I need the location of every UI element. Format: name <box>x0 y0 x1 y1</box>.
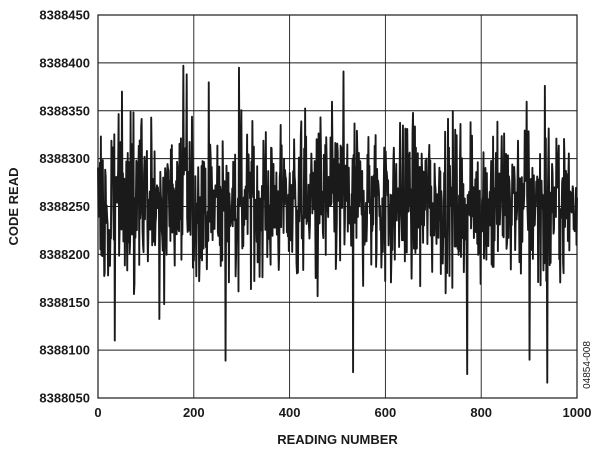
y-tick-label: 8388050 <box>39 391 90 406</box>
x-tick-labels: 0 200 400 600 800 1000 <box>94 405 591 420</box>
y-tick-label: 8388300 <box>39 151 90 166</box>
figure-code: 04854-008 <box>582 341 593 389</box>
y-tick-label: 8388250 <box>39 199 90 214</box>
y-tick-label: 8388400 <box>39 55 90 70</box>
series-line <box>97 64 578 384</box>
x-tick-label: 1000 <box>563 405 592 420</box>
y-tick-label: 8388100 <box>39 343 90 358</box>
x-tick-label: 200 <box>183 405 205 420</box>
series-group <box>97 64 578 384</box>
y-tick-label: 8388450 <box>39 8 90 23</box>
x-tick-label: 400 <box>279 405 301 420</box>
y-tick-label: 8388200 <box>39 247 90 262</box>
plot-frame <box>97 14 578 399</box>
y-tick-labels: 8388050 8388100 8388150 8388200 8388250 83883… <box>39 8 90 406</box>
y-axis-title: CODE READ <box>6 167 21 245</box>
x-axis-title: READING NUMBER <box>277 432 398 447</box>
x-tick-label: 0 <box>94 405 101 420</box>
x-tick-label: 600 <box>375 405 397 420</box>
y-tick-label: 8388150 <box>39 295 90 310</box>
x-tick-label: 800 <box>470 405 492 420</box>
y-tick-label: 8388350 <box>39 103 90 118</box>
